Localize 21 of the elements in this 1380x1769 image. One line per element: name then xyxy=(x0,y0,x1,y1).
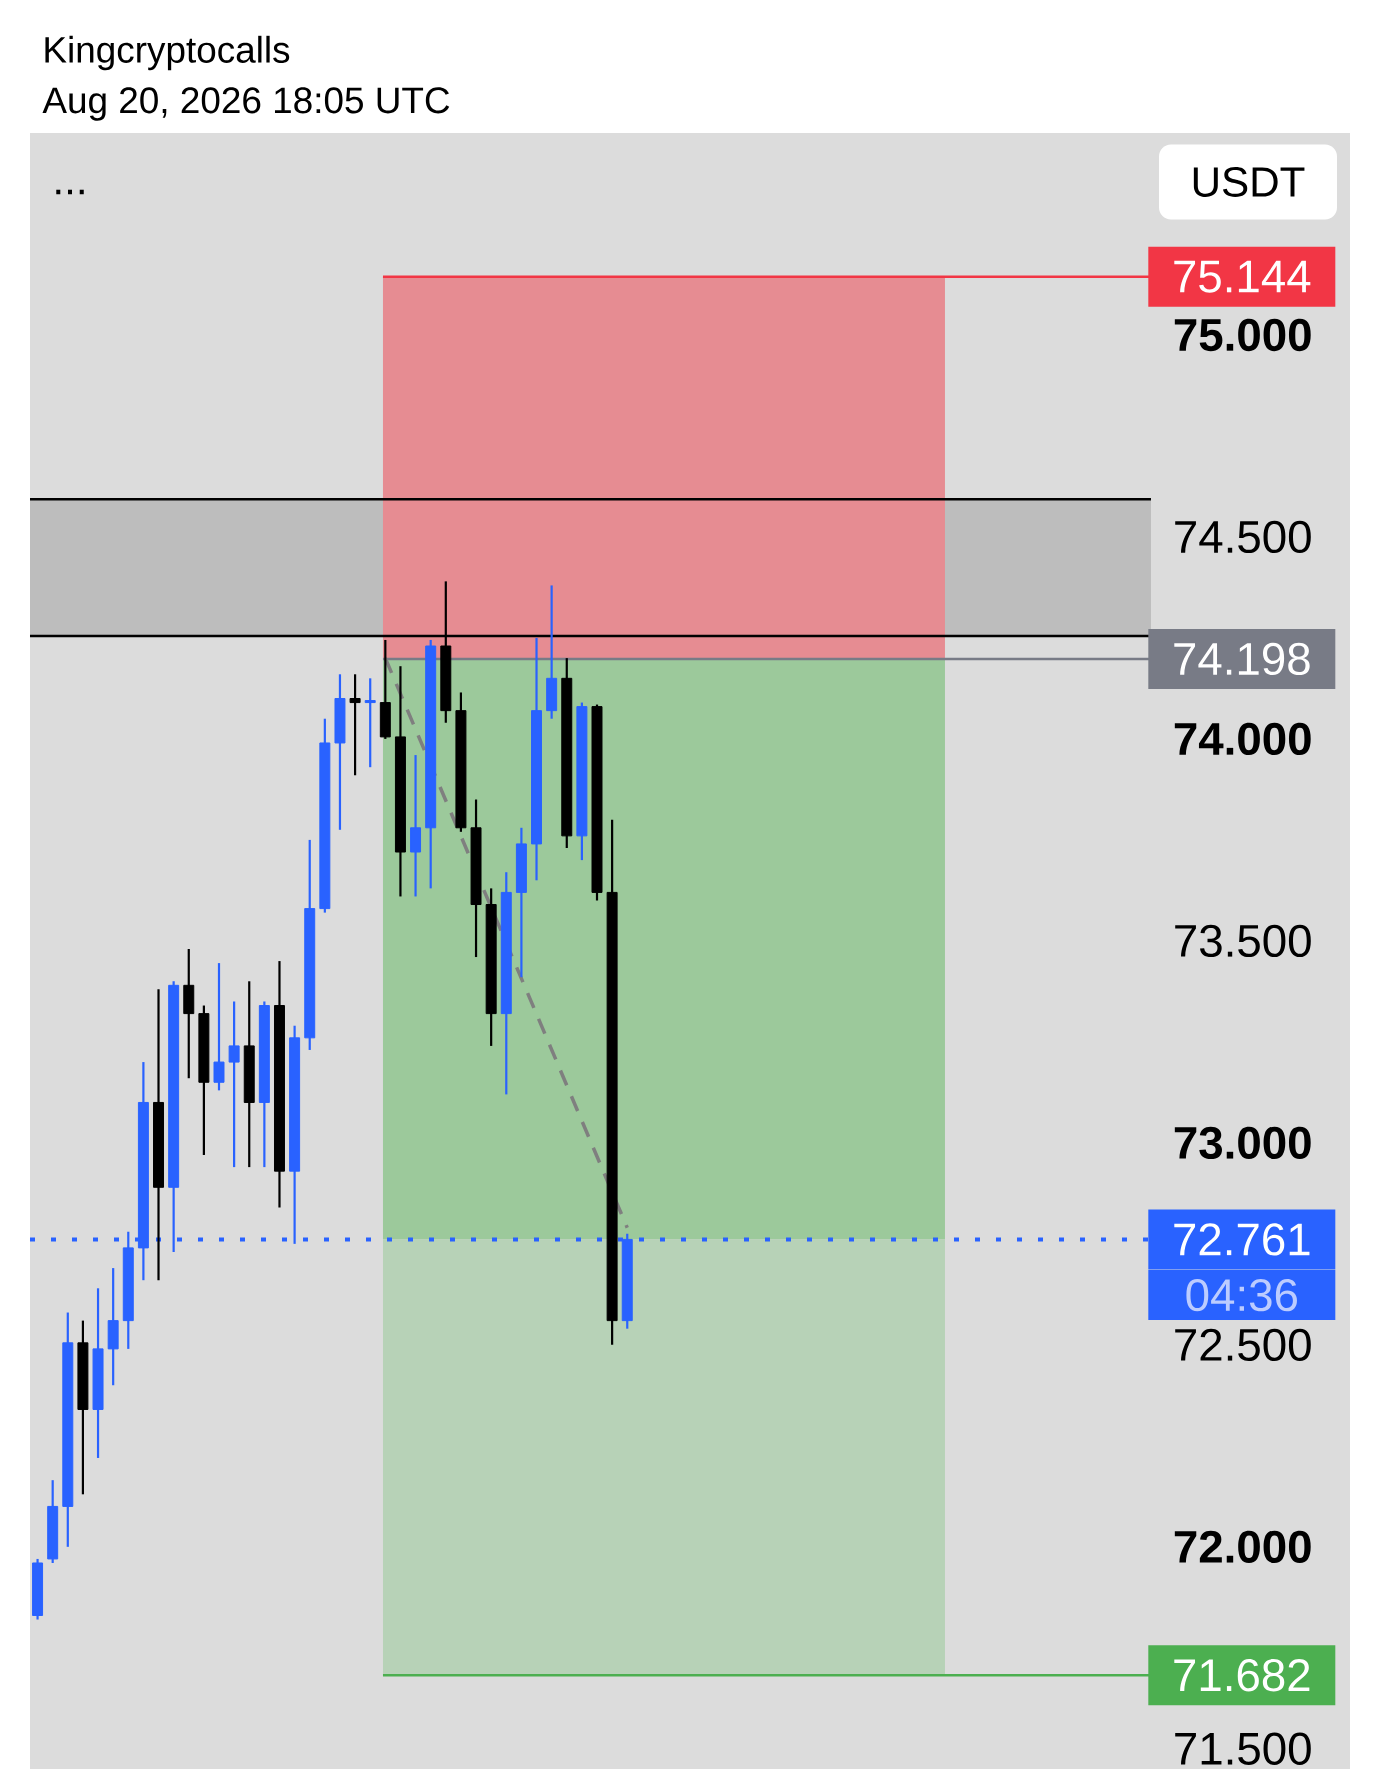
y-tick-label: 73.500 xyxy=(1175,924,1311,958)
chart-title: Kingcryptocalls xyxy=(45,35,290,71)
ref-line-label: 74.198 xyxy=(1174,642,1310,676)
candlestick xyxy=(228,1000,240,1169)
y-tick-label: 74.000 xyxy=(1174,722,1311,756)
annotation: ... xyxy=(56,189,84,195)
y-tick-label: 72.000 xyxy=(1174,1530,1311,1563)
annotation: USDT xyxy=(1193,167,1305,197)
y-tick-label: 72.500 xyxy=(1175,1328,1311,1362)
candlestick xyxy=(213,962,225,1092)
y-tick-label: 74.500 xyxy=(1175,520,1311,554)
candlestick xyxy=(349,673,361,777)
ref-line-label: 75.144 xyxy=(1174,260,1311,293)
chart-subtitle: Aug 20, 2026 18:05 UTC xyxy=(42,87,450,121)
ref-line-label: 71.682 xyxy=(1174,1659,1310,1692)
candlestick xyxy=(364,677,376,769)
y-tick-label: 75.000 xyxy=(1174,318,1311,352)
y-tick-label: 73.000 xyxy=(1174,1126,1311,1160)
ref-line-label: 72.761 xyxy=(1174,1223,1310,1256)
y-tick-label: 71.500 xyxy=(1175,1732,1311,1765)
annotation: 04:36 xyxy=(1186,1278,1297,1312)
